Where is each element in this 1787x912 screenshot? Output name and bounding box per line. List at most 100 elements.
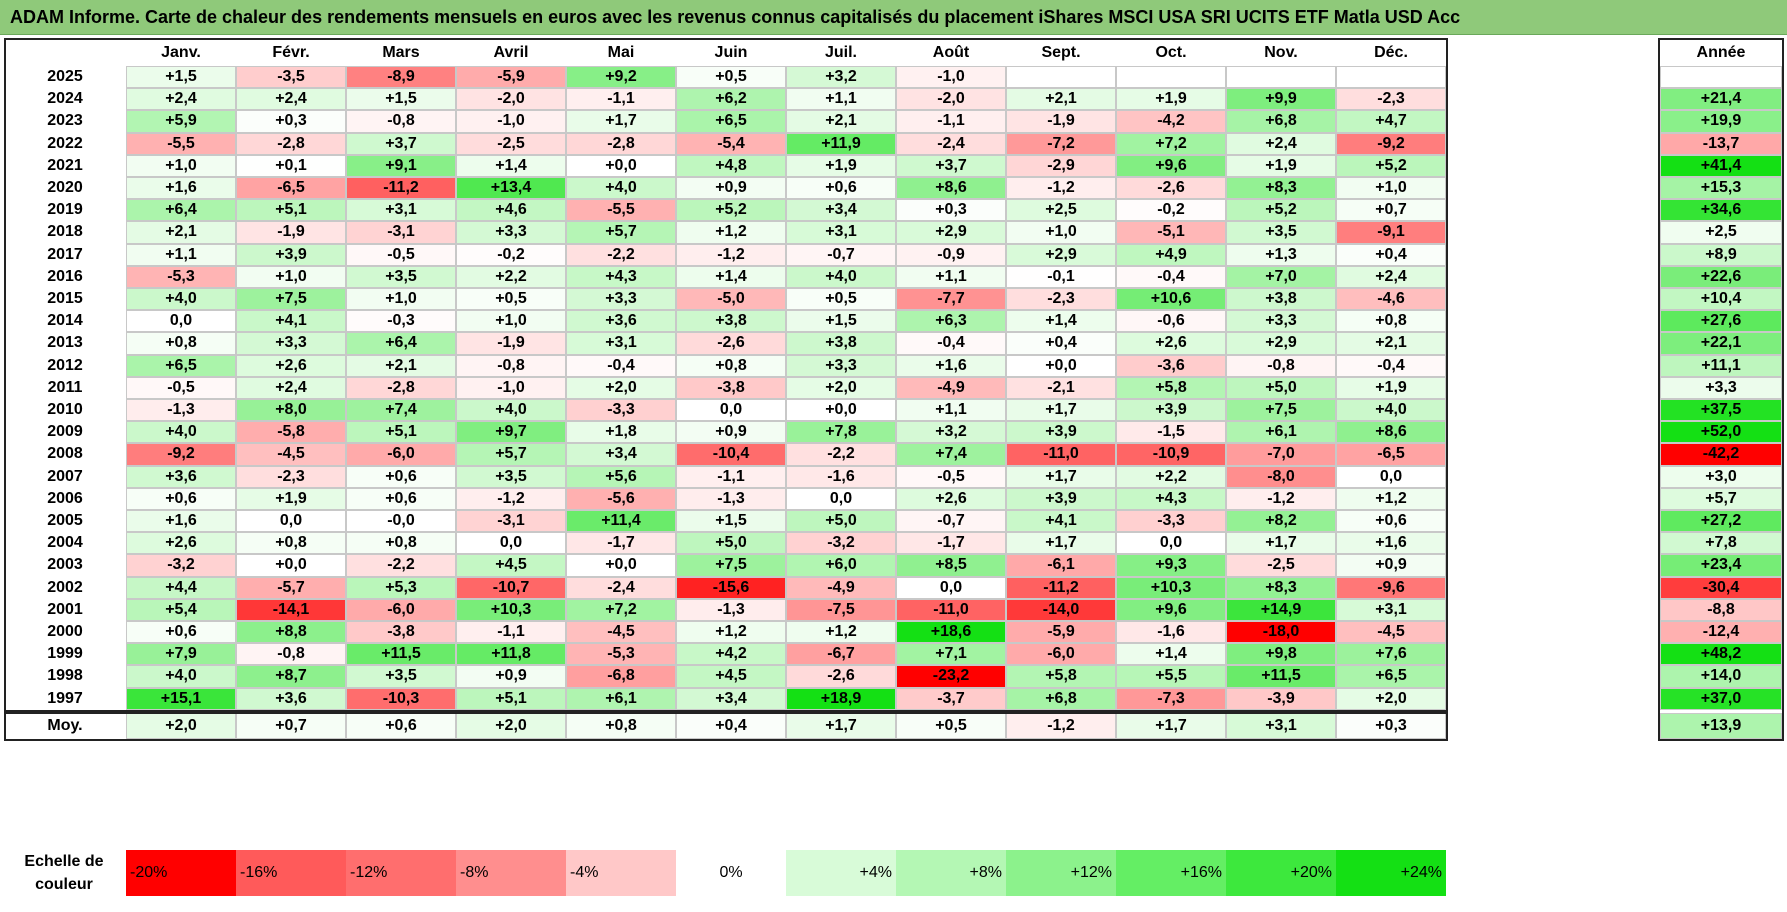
annual-cell: +41,4 <box>1660 154 1782 177</box>
heatmap-cell: -4,9 <box>896 376 1006 399</box>
heatmap-cell: +5,8 <box>1116 376 1226 399</box>
heatmap-cell <box>1336 66 1446 89</box>
heatmap-cell: +2,6 <box>126 532 236 555</box>
heatmap-cell: +9,7 <box>456 421 566 444</box>
heatmap-cell: -0,2 <box>1116 199 1226 222</box>
heatmap-cell: -4,5 <box>1336 621 1446 644</box>
heatmap-cell: +0,8 <box>236 532 346 555</box>
heatmap-cell: +7,4 <box>896 443 1006 466</box>
heatmap-cell: -2,8 <box>346 376 456 399</box>
heatmap-cell: +5,9 <box>126 110 236 133</box>
heatmap-cell: +0,6 <box>346 465 456 488</box>
heatmap-cell: +1,6 <box>126 510 236 533</box>
row-year-label: 2003 <box>47 556 83 574</box>
heatmap-cell: +4,0 <box>126 421 236 444</box>
heatmap-cell: +0,9 <box>456 665 566 688</box>
average-cell: -1,2 <box>1006 712 1116 739</box>
heatmap-cell: +4,0 <box>126 288 236 311</box>
heatmap-cell: -2,3 <box>1006 288 1116 311</box>
heatmap-cell: +1,7 <box>1006 399 1116 422</box>
heatmap-cell: +0,0 <box>566 154 676 177</box>
row-year-label: 1998 <box>47 667 83 685</box>
heatmap-cell: -1,3 <box>676 487 786 510</box>
heatmap-cell: +7,6 <box>1336 643 1446 666</box>
heatmap-cell: -5,5 <box>126 132 236 155</box>
heatmap-cell: +4,3 <box>566 265 676 288</box>
heatmap-cell: +1,0 <box>236 265 346 288</box>
annual-cell: +23,4 <box>1660 554 1782 577</box>
heatmap-cell: +0,6 <box>786 177 896 200</box>
heatmap-cell: +4,7 <box>1336 110 1446 133</box>
heatmap-cell: +1,2 <box>676 621 786 644</box>
heatmap-cell: +5,0 <box>786 510 896 533</box>
heatmap-cell: +5,1 <box>456 687 566 710</box>
heatmap-cell: +1,8 <box>566 421 676 444</box>
annual-cell: +7,8 <box>1660 532 1782 555</box>
heatmap-cell: +0,5 <box>676 66 786 89</box>
heatmap-cell: +2,0 <box>786 376 896 399</box>
annual-cell: +8,9 <box>1660 243 1782 266</box>
heatmap-cell: +3,9 <box>1006 421 1116 444</box>
heatmap-cell: +4,0 <box>126 665 236 688</box>
heatmap-cell: +3,9 <box>1116 399 1226 422</box>
heatmap-cell: -2,8 <box>566 132 676 155</box>
heatmap-cell: +1,6 <box>1336 532 1446 555</box>
annual-column-header: Année <box>1696 44 1746 61</box>
row-year-label: 2015 <box>47 290 83 308</box>
heatmap-cell: +1,7 <box>1006 465 1116 488</box>
heatmap-cell: -3,3 <box>566 399 676 422</box>
heatmap-cell: -8,9 <box>346 66 456 89</box>
heatmap-cell: -2,4 <box>896 132 1006 155</box>
heatmap-cell: +3,8 <box>676 310 786 333</box>
heatmap-cell: -0,4 <box>896 332 1006 355</box>
column-header: Juin <box>714 44 748 61</box>
heatmap-cell <box>1226 66 1336 89</box>
color-scale-step: +16% <box>1116 850 1226 896</box>
color-scale-step: 0% <box>676 850 786 896</box>
heatmap-cell: -2,8 <box>236 132 346 155</box>
heatmap-cell: -7,3 <box>1116 687 1226 710</box>
row-year-label: 2021 <box>47 156 83 174</box>
heatmap-cell: +2,2 <box>1116 465 1226 488</box>
heatmap-cell: +11,5 <box>1226 665 1336 688</box>
heatmap-cell: -7,2 <box>1006 132 1116 155</box>
heatmap-cell: +4,0 <box>566 177 676 200</box>
row-year-label: 2000 <box>47 623 83 641</box>
annual-cell: +27,6 <box>1660 310 1782 333</box>
heatmap-cell: -2,0 <box>896 88 1006 111</box>
heatmap-cell: +7,5 <box>1226 399 1336 422</box>
average-cell: +0,5 <box>896 712 1006 739</box>
heatmap-cell: +6,4 <box>346 332 456 355</box>
heatmap-cell: -5,9 <box>1006 621 1116 644</box>
heatmap-cell: -4,5 <box>236 443 346 466</box>
heatmap-cell: +15,1 <box>126 687 236 710</box>
heatmap-cell: -10,3 <box>346 687 456 710</box>
heatmap-cell: -5,5 <box>566 199 676 222</box>
color-scale-step: -4% <box>566 850 676 896</box>
heatmap-cell: -4,2 <box>1116 110 1226 133</box>
heatmap-cell: -15,6 <box>676 576 786 599</box>
annual-cell: +22,6 <box>1660 265 1782 288</box>
heatmap-cell: 0,0 <box>1336 465 1446 488</box>
heatmap-cell: +0,8 <box>676 354 786 377</box>
heatmap-cell <box>1116 66 1226 89</box>
annual-cell: +5,7 <box>1660 487 1782 510</box>
heatmap-cell: +0,7 <box>1336 199 1446 222</box>
heatmap-cell: -5,9 <box>456 66 566 89</box>
row-year-label: 2020 <box>47 179 83 197</box>
heatmap-cell: +7,5 <box>676 554 786 577</box>
heatmap-cell: +3,3 <box>456 221 566 244</box>
heatmap-cell: -3,2 <box>786 532 896 555</box>
heatmap-cell: -0,8 <box>236 643 346 666</box>
annual-cell: +15,3 <box>1660 177 1782 200</box>
heatmap-cell: +4,5 <box>456 554 566 577</box>
heatmap-cell: +0,0 <box>236 554 346 577</box>
heatmap-cell: -4,6 <box>1336 288 1446 311</box>
heatmap-cell: -1,1 <box>456 621 566 644</box>
heatmap-cell: +2,6 <box>896 487 1006 510</box>
heatmap-cell: +2,1 <box>1336 332 1446 355</box>
heatmap-cell: +1,6 <box>126 177 236 200</box>
heatmap-cell: +8,2 <box>1226 510 1336 533</box>
heatmap-cell: -2,6 <box>676 332 786 355</box>
heatmap-cell: +8,3 <box>1226 576 1336 599</box>
